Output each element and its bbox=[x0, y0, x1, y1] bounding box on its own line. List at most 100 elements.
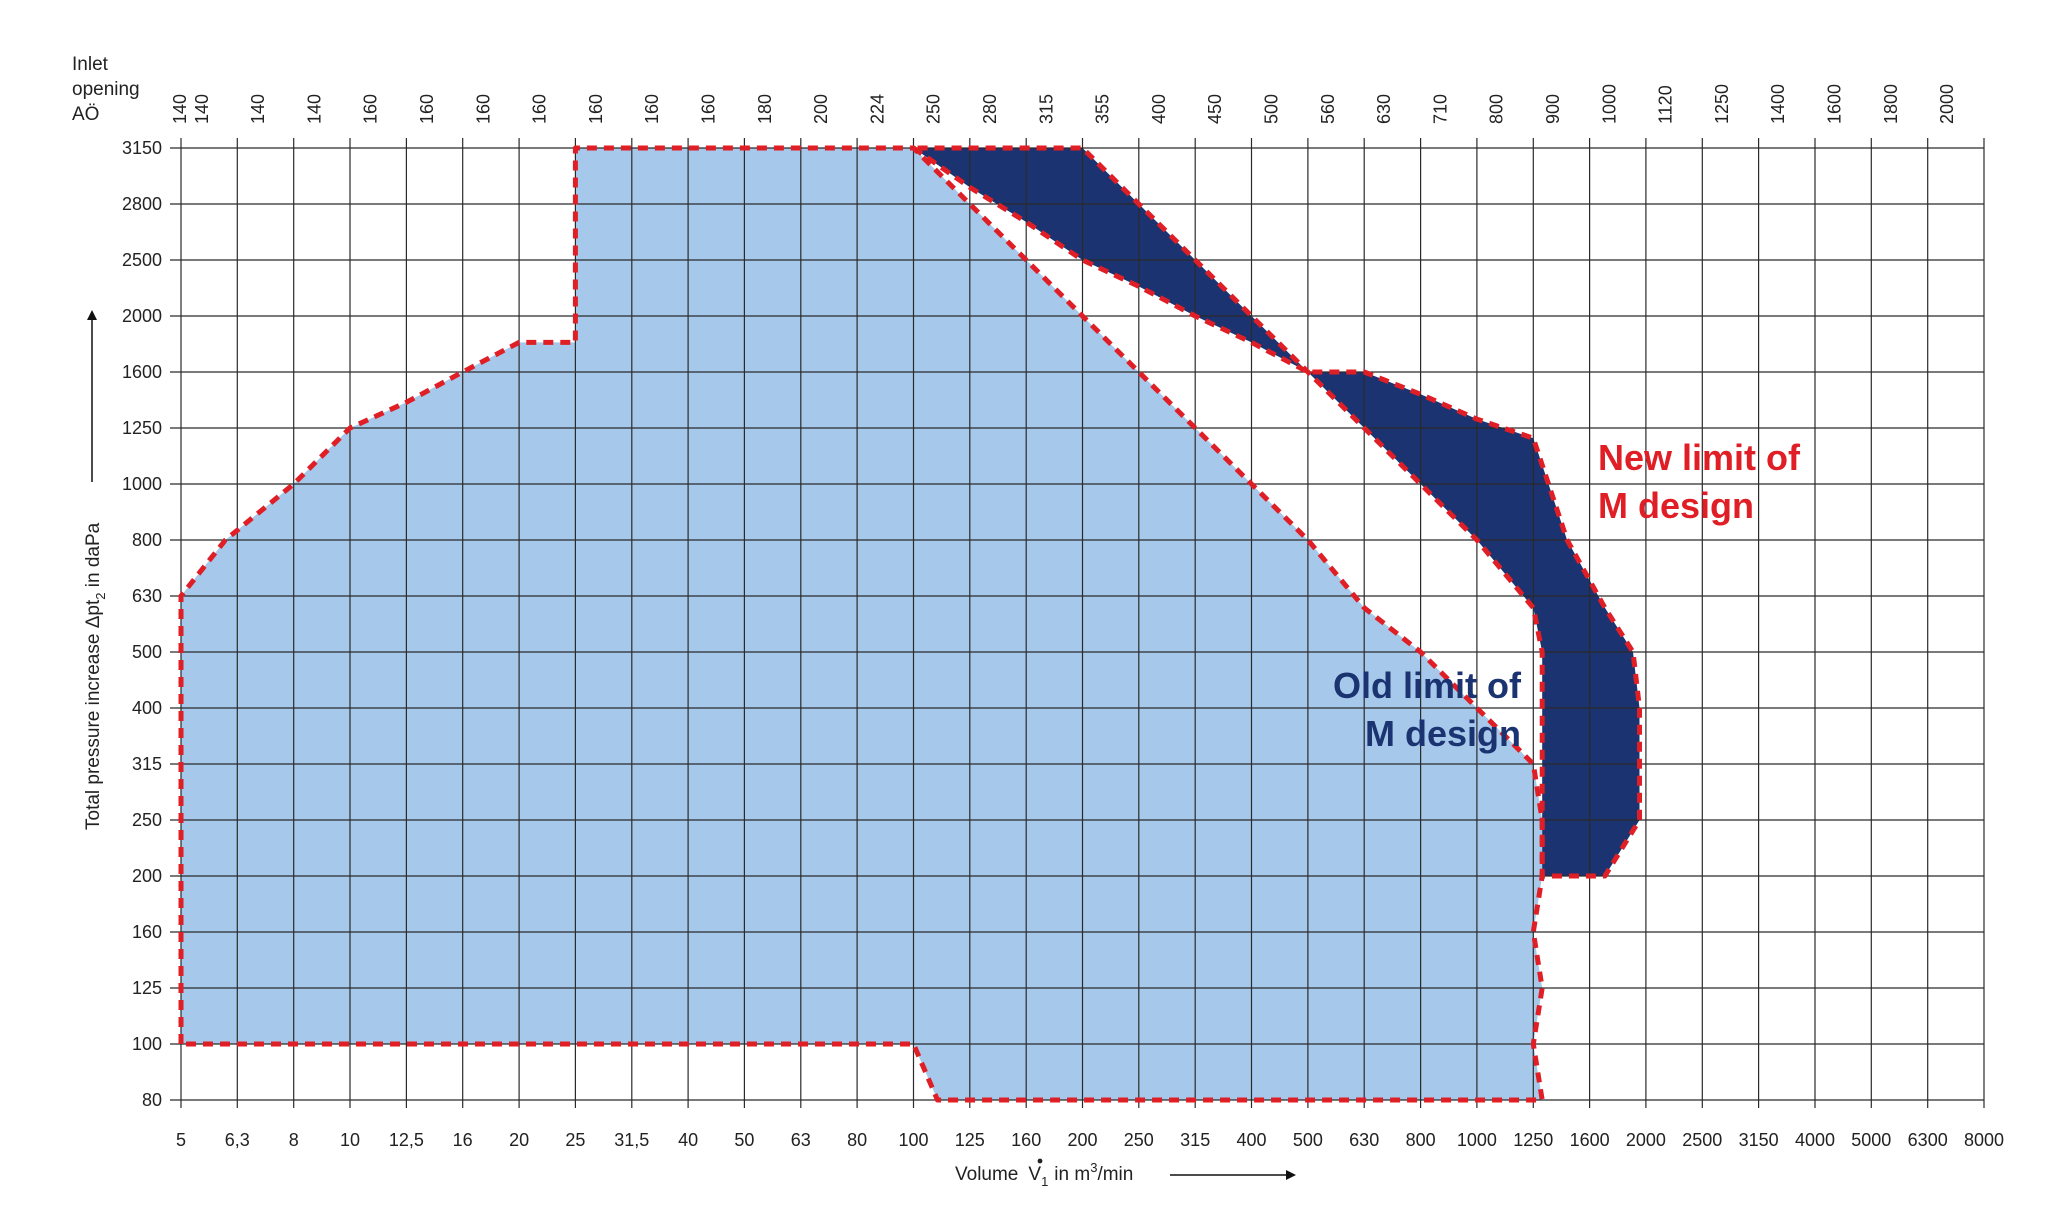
x-tick-label: 40 bbox=[678, 1130, 698, 1150]
top-tick-label: 160 bbox=[586, 94, 606, 124]
y-axis-title-sub: 2 bbox=[93, 593, 108, 600]
x-axis-title-mid: in m bbox=[1054, 1164, 1090, 1185]
y-tick-labels: 80 100 125 160 200 250 315 400 500 630 800 1000 1250… bbox=[122, 138, 162, 1110]
x-axis-title-prefix: Volume bbox=[955, 1164, 1018, 1185]
x-tick-label: 100 bbox=[898, 1130, 928, 1150]
x-tick-label: 20 bbox=[509, 1130, 529, 1150]
top-tick-label: 355 bbox=[1093, 94, 1113, 124]
x-tick-labels: 5 6,3 8 10 12,5 16 20 25 31,5 40 50 63 80 100 125 160 20… bbox=[176, 1130, 2004, 1150]
old-limit-label-line-1: Old limit of bbox=[1333, 665, 1522, 706]
y-tick-label: 160 bbox=[132, 922, 162, 942]
x-tick-label: 400 bbox=[1236, 1130, 1266, 1150]
y-tick-label: 800 bbox=[132, 530, 162, 550]
y-tick-label: 1000 bbox=[122, 474, 162, 494]
x-tick-label: 160 bbox=[1011, 1130, 1041, 1150]
top-tick-label: 450 bbox=[1205, 94, 1225, 124]
top-tick-label: 160 bbox=[361, 94, 381, 124]
x-tick-label: 315 bbox=[1180, 1130, 1210, 1150]
x-tick-label: 6300 bbox=[1908, 1130, 1948, 1150]
top-tick-label: 200 bbox=[811, 94, 831, 124]
top-tick-label: 710 bbox=[1430, 94, 1450, 124]
top-axis-label-line-3: AÖ bbox=[72, 104, 99, 125]
y-axis-title-prefix: Total pressure increase Δpt bbox=[83, 599, 104, 830]
x-axis-title-sub: 1 bbox=[1041, 1174, 1048, 1189]
x-tick-label: 16 bbox=[453, 1130, 473, 1150]
top-tick-label: 160 bbox=[417, 94, 437, 124]
top-tick-labels: 140 140 140 140 160 160 160 160 160 160 160 180 200 2… bbox=[170, 84, 1957, 124]
x-tick-label: 50 bbox=[734, 1130, 754, 1150]
top-tick-label: 180 bbox=[755, 94, 775, 124]
y-tick-label: 315 bbox=[132, 754, 162, 774]
new-limit-label-line-1: New limit of bbox=[1598, 437, 1801, 478]
x-tick-label: 80 bbox=[847, 1130, 867, 1150]
new-limit-label-line-2: M design bbox=[1598, 485, 1754, 526]
x-tick-label: 6,3 bbox=[225, 1130, 250, 1150]
x-tick-label: 12,5 bbox=[389, 1130, 424, 1150]
top-tick-label: 630 bbox=[1374, 94, 1394, 124]
x-tick-label: 250 bbox=[1124, 1130, 1154, 1150]
top-tick-label: 500 bbox=[1261, 94, 1281, 124]
x-tick-label: 125 bbox=[955, 1130, 985, 1150]
x-tick-label: 2000 bbox=[1626, 1130, 1666, 1150]
y-tick-label: 1600 bbox=[122, 362, 162, 382]
y-tick-label: 100 bbox=[132, 1034, 162, 1054]
x-axis-title-dot bbox=[1037, 1158, 1043, 1164]
x-tick-label: 5 bbox=[176, 1130, 186, 1150]
x-tick-label: 800 bbox=[1406, 1130, 1436, 1150]
top-tick-label: 160 bbox=[530, 94, 550, 124]
y-tick-label: 250 bbox=[132, 810, 162, 830]
grid bbox=[170, 138, 1985, 1108]
y-axis-title: Total pressure increase Δpt2 in daPa bbox=[83, 522, 108, 830]
top-tick-label: 280 bbox=[980, 94, 1000, 124]
new-limit-extension-area bbox=[913, 148, 1640, 876]
top-tick-label: 1250 bbox=[1712, 84, 1732, 124]
top-tick-label: 1800 bbox=[1881, 84, 1901, 124]
y-tick-label: 2500 bbox=[122, 250, 162, 270]
top-tick-label: 140 bbox=[304, 94, 324, 124]
x-tick-label: 630 bbox=[1349, 1130, 1379, 1150]
y-tick-label: 2800 bbox=[122, 194, 162, 214]
x-tick-label: 25 bbox=[565, 1130, 585, 1150]
top-tick-label: 560 bbox=[1318, 94, 1338, 124]
top-axis-label-line-2: opening bbox=[72, 79, 140, 100]
y-tick-label: 125 bbox=[132, 978, 162, 998]
x-axis-title-suffix: /min bbox=[1097, 1164, 1133, 1185]
x-tick-label: 10 bbox=[340, 1130, 360, 1150]
old-limit-label-line-2: M design bbox=[1365, 713, 1521, 754]
x-axis-title-sup: 3 bbox=[1090, 1160, 1097, 1175]
y-tick-label: 3150 bbox=[122, 138, 162, 158]
x-tick-label: 8 bbox=[289, 1130, 299, 1150]
x-tick-label: 500 bbox=[1293, 1130, 1323, 1150]
x-axis-title: Volume V1 in m3/min bbox=[955, 1160, 1133, 1189]
new-limit-line bbox=[911, 145, 1642, 879]
top-tick-label: 400 bbox=[1149, 94, 1169, 124]
top-tick-label: 1600 bbox=[1824, 84, 1844, 124]
y-tick-label: 80 bbox=[142, 1090, 162, 1110]
x-tick-label: 4000 bbox=[1795, 1130, 1835, 1150]
x-tick-label: 5000 bbox=[1851, 1130, 1891, 1150]
top-tick-label: 160 bbox=[473, 94, 493, 124]
x-tick-label: 2500 bbox=[1682, 1130, 1722, 1150]
x-tick-label: 1600 bbox=[1570, 1130, 1610, 1150]
top-tick-label: 140 bbox=[170, 94, 190, 124]
y-tick-label: 500 bbox=[132, 642, 162, 662]
y-tick-label: 400 bbox=[132, 698, 162, 718]
y-tick-label: 630 bbox=[132, 586, 162, 606]
x-tick-label: 1000 bbox=[1457, 1130, 1497, 1150]
top-tick-label: 160 bbox=[642, 94, 662, 124]
top-tick-label: 1400 bbox=[1768, 84, 1788, 124]
y-tick-label: 1250 bbox=[122, 418, 162, 438]
x-tick-label: 3150 bbox=[1739, 1130, 1779, 1150]
y-tick-label: 2000 bbox=[122, 306, 162, 326]
x-axis-title-symbol: V bbox=[1028, 1164, 1041, 1185]
x-tick-label: 31,5 bbox=[614, 1130, 649, 1150]
old-limit-line bbox=[178, 145, 1545, 1103]
top-tick-label: 224 bbox=[867, 94, 887, 124]
top-tick-label: 250 bbox=[924, 94, 944, 124]
x-tick-label: 63 bbox=[791, 1130, 811, 1150]
top-tick-label: 800 bbox=[1487, 94, 1507, 124]
top-axis-label-line-1: Inlet bbox=[72, 54, 109, 75]
data-areas bbox=[181, 148, 1640, 1100]
y-tick-label: 200 bbox=[132, 866, 162, 886]
